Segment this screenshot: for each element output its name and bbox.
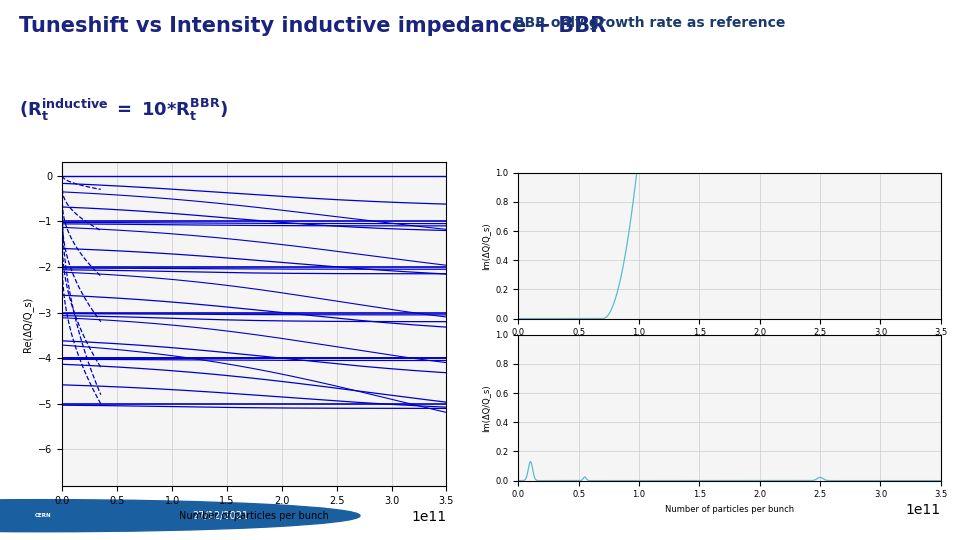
Text: 18: 18 [919, 509, 936, 522]
Circle shape [0, 499, 379, 532]
Text: $\bf{(R_t^{inductive}\ =\ 10{*}R_t^{BBR})}$: $\bf{(R_t^{inductive}\ =\ 10{*}R_t^{BBR}… [19, 97, 228, 124]
Text: Tuneshift vs Intensity inductive impedance + BBR: Tuneshift vs Intensity inductive impedan… [19, 16, 607, 36]
Y-axis label: Im(ΔQ/Q_s): Im(ΔQ/Q_s) [481, 384, 490, 431]
Y-axis label: Im(ΔQ/Q_s): Im(ΔQ/Q_s) [481, 222, 490, 269]
Text: CERN: CERN [35, 513, 52, 518]
Text: Sébastien Joly, Elias Métral | Suppression of the SPS TMCI
with a large inductiv: Sébastien Joly, Elias Métral | Suppressi… [349, 503, 611, 523]
X-axis label: Number of particles per bunch: Number of particles per bunch [665, 505, 794, 514]
X-axis label: Number of particles per bunch: Number of particles per bunch [665, 343, 794, 352]
X-axis label: Number of particles per bunch: Number of particles per bunch [180, 511, 329, 521]
Circle shape [0, 500, 360, 532]
Y-axis label: Re(ΔQ/Q_s): Re(ΔQ/Q_s) [22, 296, 33, 352]
Text: BBR only growth rate as reference: BBR only growth rate as reference [514, 16, 785, 30]
Text: 27/12/2021: 27/12/2021 [193, 511, 249, 521]
